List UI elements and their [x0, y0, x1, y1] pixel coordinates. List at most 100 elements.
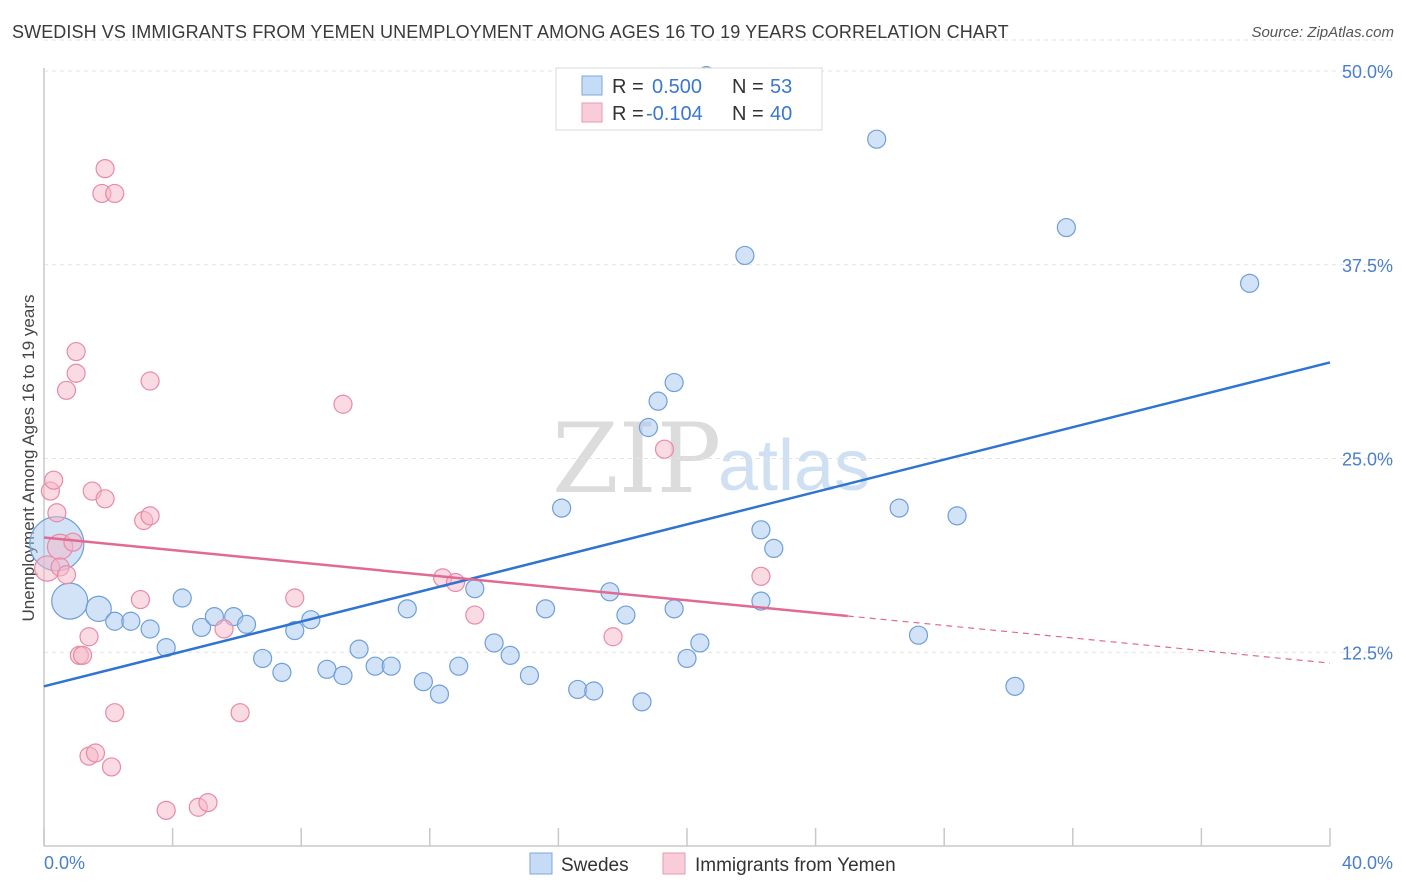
- swedes-point: [465, 579, 485, 599]
- swedes-point: [616, 605, 636, 625]
- source-credit: Source: ZipAtlas.com: [1251, 24, 1394, 41]
- yemen-point: [47, 503, 67, 523]
- swedes-point: [947, 506, 967, 526]
- legend-n-label: N =: [732, 103, 764, 125]
- swedes-point: [253, 648, 273, 669]
- swedes-points: [29, 66, 1260, 712]
- swedes-point: [172, 588, 192, 608]
- swedes-point: [690, 633, 710, 653]
- yemen-point: [85, 743, 106, 763]
- yemen-point: [95, 159, 115, 179]
- yemen-point: [56, 380, 77, 400]
- yemen-point: [66, 363, 86, 383]
- swedes-point: [1240, 273, 1260, 293]
- swedes-point: [1005, 676, 1025, 696]
- swedes-point: [908, 625, 929, 645]
- yemen-point: [198, 792, 218, 813]
- yemen-point: [285, 588, 305, 608]
- y-tick-label: 25.0%: [1342, 450, 1393, 470]
- yemen-point: [156, 800, 176, 820]
- swedes-point: [381, 656, 401, 676]
- swedes-point: [349, 639, 369, 659]
- yemen-point: [140, 371, 160, 391]
- swedes-point: [236, 614, 257, 634]
- swedes-point: [751, 520, 771, 540]
- yemen-point: [66, 341, 86, 362]
- x-tick-label-min: 0.0%: [44, 853, 85, 873]
- yemen-point: [214, 619, 234, 639]
- yemen-trend-line: [43, 536, 848, 618]
- yemen-point: [105, 183, 125, 204]
- swedes-point: [191, 617, 212, 638]
- swedes-point: [413, 672, 433, 692]
- swedes-point: [552, 498, 572, 518]
- swedes-point: [751, 591, 771, 611]
- swedes-point: [397, 599, 417, 619]
- swedes-point: [429, 684, 450, 704]
- swedes-point: [449, 656, 469, 676]
- grid-lines: [44, 39, 1392, 653]
- swedes-point: [285, 620, 305, 641]
- yemen-point: [130, 589, 151, 610]
- bottom-legend-label-swedes: Swedes: [561, 855, 629, 876]
- x-axis-ticks: [43, 828, 1331, 846]
- series-legend: Swedes Immigrants from Yemen: [529, 852, 896, 876]
- yemen-point: [333, 394, 353, 414]
- y-tick-label: 12.5%: [1342, 643, 1393, 663]
- swedes-point: [638, 417, 659, 438]
- y-tick-label: 50.0%: [1342, 62, 1393, 82]
- swedes-point: [121, 611, 141, 631]
- swedes-point: [500, 645, 520, 665]
- watermark-atlas: atlas: [718, 426, 870, 506]
- yemen-points: [34, 159, 771, 820]
- x-tick-label-max: 40.0%: [1342, 853, 1393, 873]
- yemen-point: [654, 439, 675, 459]
- swedes-point: [333, 665, 353, 686]
- yemen-point: [56, 565, 77, 585]
- bottom-legend-swatch-yemen: [662, 852, 686, 875]
- swedes-point: [105, 611, 125, 631]
- swedes-point: [1056, 217, 1076, 238]
- swedes-point: [764, 538, 784, 559]
- y-tick-label: 37.5%: [1342, 256, 1393, 276]
- swedes-point: [889, 498, 909, 518]
- legend-n-label: N =: [732, 76, 764, 98]
- yemen-point: [79, 627, 99, 647]
- y-axis-tick-labels: 12.5% 25.0% 37.5% 50.0%: [1342, 62, 1393, 663]
- swedes-point: [648, 391, 668, 411]
- swedes-point: [632, 692, 652, 712]
- bottom-legend-swatch-swedes: [529, 852, 553, 875]
- swedes-point: [484, 633, 504, 653]
- legend-n-value-swedes: 53: [770, 76, 792, 98]
- swedes-point: [735, 245, 755, 266]
- swedes-trend-line: [43, 361, 1331, 688]
- legend-swatch-yemen: [581, 102, 603, 123]
- yemen-trend-line-extension: [847, 615, 1331, 664]
- swedes-point: [272, 662, 292, 683]
- bottom-legend-label-yemen: Immigrants from Yemen: [695, 855, 896, 876]
- legend-r-label: R =: [612, 76, 644, 98]
- swedes-point: [140, 619, 160, 639]
- yemen-point: [140, 506, 160, 526]
- swedes-point: [85, 595, 112, 623]
- yemen-point: [105, 703, 125, 723]
- yemen-point: [44, 470, 64, 490]
- yemen-point: [101, 757, 122, 777]
- legend-r-value-swedes: 0.500: [652, 76, 702, 98]
- swedes-point: [317, 659, 337, 679]
- correlation-legend: R = 0.500 N = 53 R = -0.104 N = 40: [555, 67, 823, 131]
- swedes-point: [365, 656, 385, 676]
- swedes-point: [664, 599, 684, 619]
- yemen-point: [751, 566, 771, 586]
- yemen-point: [230, 703, 250, 723]
- yemen-point: [95, 489, 115, 509]
- legend-swatch-swedes: [581, 75, 603, 96]
- chart-title: SWEDISH VS IMMIGRANTS FROM YEMEN UNEMPLO…: [12, 22, 1009, 42]
- trend-lines: [43, 361, 1331, 688]
- swedes-point: [519, 665, 540, 686]
- swedes-point: [664, 372, 684, 393]
- swedes-point: [584, 681, 604, 701]
- legend-r-label: R =: [612, 103, 644, 125]
- legend-r-value-yemen: -0.104: [646, 103, 703, 125]
